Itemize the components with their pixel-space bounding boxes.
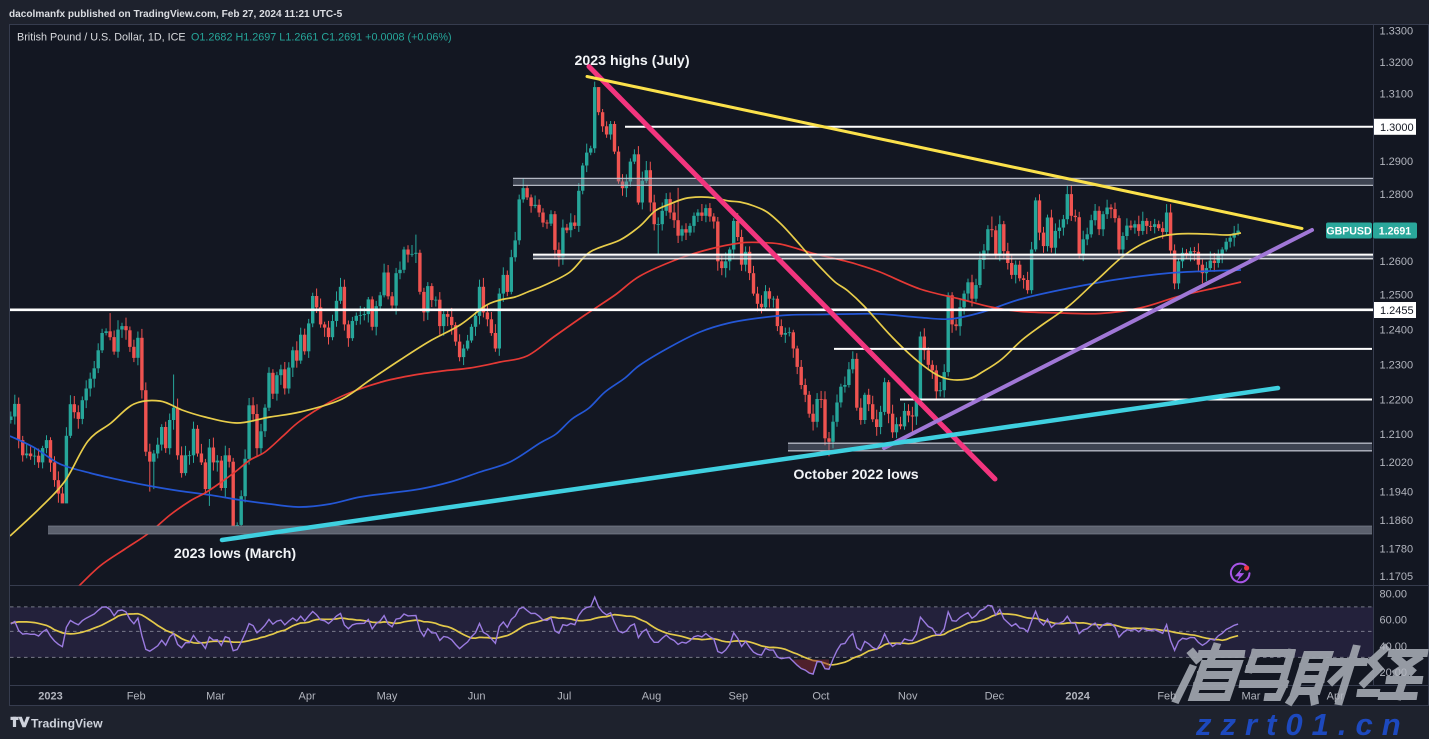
svg-text:1.1705: 1.1705 [1380, 571, 1414, 583]
svg-text:1.2400: 1.2400 [1380, 324, 1414, 336]
svg-text:2023 highs (July): 2023 highs (July) [574, 53, 689, 69]
svg-text:Dec: Dec [985, 691, 1005, 703]
svg-text:Mar: Mar [1242, 691, 1261, 703]
svg-text:Feb: Feb [1157, 691, 1176, 703]
svg-text:British Pound / U.S. Dollar, 1: British Pound / U.S. Dollar, 1D, ICE O1.… [17, 32, 452, 44]
svg-text:May: May [377, 691, 398, 703]
svg-text:40.00: 40.00 [1380, 641, 1408, 653]
svg-text:80.00: 80.00 [1380, 589, 1408, 601]
svg-text:1.1940: 1.1940 [1380, 487, 1414, 499]
svg-text:1.3200: 1.3200 [1380, 57, 1414, 69]
svg-text:1.3000: 1.3000 [1380, 122, 1414, 134]
svg-text:20.00: 20.00 [1380, 667, 1408, 679]
svg-text:zzrt01.cn: zzrt01.cn [1195, 707, 1410, 739]
svg-text:GBPUSD: GBPUSD [1326, 226, 1372, 238]
svg-text:1.2100: 1.2100 [1380, 429, 1414, 441]
svg-text:1.2300: 1.2300 [1380, 360, 1414, 372]
svg-text:60.00: 60.00 [1380, 615, 1408, 627]
svg-text:1.2455: 1.2455 [1380, 305, 1414, 317]
svg-text:Feb: Feb [127, 691, 146, 703]
svg-text:1.1780: 1.1780 [1380, 544, 1414, 556]
svg-text:2023 lows (March): 2023 lows (March) [174, 546, 296, 562]
svg-text:Mar: Mar [206, 691, 225, 703]
svg-text:2024: 2024 [1065, 691, 1090, 703]
svg-text:Jul: Jul [557, 691, 571, 703]
svg-text:Aug: Aug [642, 691, 662, 703]
svg-text:1.2500: 1.2500 [1380, 290, 1414, 302]
svg-text:1.2600: 1.2600 [1380, 256, 1414, 268]
svg-text:Nov: Nov [898, 691, 918, 703]
svg-text:1.2900: 1.2900 [1380, 156, 1414, 168]
svg-text:Jun: Jun [468, 691, 486, 703]
svg-text:Oct: Oct [812, 691, 829, 703]
svg-text:1.2800: 1.2800 [1380, 189, 1414, 201]
svg-text:1.2691: 1.2691 [1379, 226, 1412, 238]
svg-text:Apr: Apr [299, 691, 316, 703]
svg-text:dacolmanfx published on Tradin: dacolmanfx published on TradingView.com,… [9, 9, 343, 20]
svg-text:Sep: Sep [729, 691, 749, 703]
svg-text:TradingView: TradingView [31, 717, 103, 731]
svg-text:1.1860: 1.1860 [1380, 515, 1414, 527]
svg-text:1.3100: 1.3100 [1380, 89, 1414, 101]
svg-text:1.2200: 1.2200 [1380, 395, 1414, 407]
svg-text:1.3300: 1.3300 [1380, 26, 1414, 38]
svg-text:October 2022 lows: October 2022 lows [793, 467, 918, 483]
svg-text:2023: 2023 [38, 691, 62, 703]
svg-text:1.2020: 1.2020 [1380, 457, 1414, 469]
svg-text:Apr: Apr [1327, 691, 1344, 703]
